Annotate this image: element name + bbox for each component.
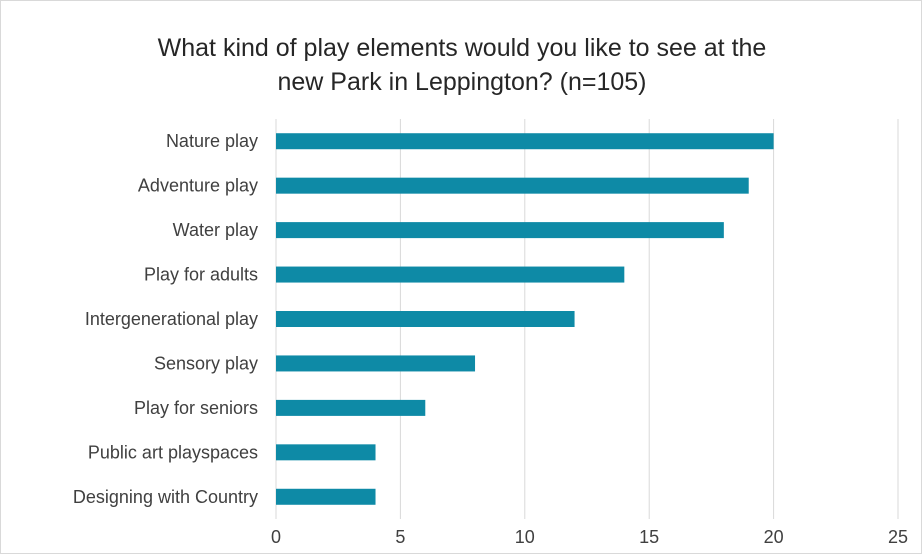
category-label: Designing with Country <box>73 487 258 507</box>
category-label: Public art playspaces <box>88 442 258 462</box>
category-label: Sensory play <box>154 353 258 373</box>
chart-title-line-2: new Park in Leppington? (n=105) <box>277 68 647 96</box>
bar-sensory-play <box>276 355 476 372</box>
bar-adventure-play <box>276 177 749 194</box>
category-label: Play for seniors <box>134 398 258 418</box>
bar-water-play <box>276 222 724 239</box>
x-tick-label: 0 <box>271 527 281 547</box>
x-tick-label: 15 <box>639 527 659 547</box>
chart-title-line-1: What kind of play elements would you lik… <box>157 34 767 62</box>
category-label: Play for adults <box>144 265 258 285</box>
bar-play-for-adults <box>276 266 625 283</box>
category-label: Water play <box>173 220 258 240</box>
x-tick-label: 5 <box>395 527 405 547</box>
bar-public-art-playspaces <box>276 444 376 461</box>
bar-designing-with-country <box>276 488 376 505</box>
chart-title: What kind of play elements would you lik… <box>1 31 922 99</box>
category-label: Adventure play <box>138 176 258 196</box>
bar-intergenerational-play <box>276 311 575 327</box>
x-tick-label: 10 <box>515 527 535 547</box>
bar-nature-play <box>276 133 774 150</box>
category-label: Nature play <box>166 131 258 151</box>
bar-play-for-seniors <box>276 399 426 416</box>
x-tick-label: 20 <box>764 527 784 547</box>
x-tick-label: 25 <box>888 527 908 547</box>
category-label: Intergenerational play <box>85 309 258 329</box>
